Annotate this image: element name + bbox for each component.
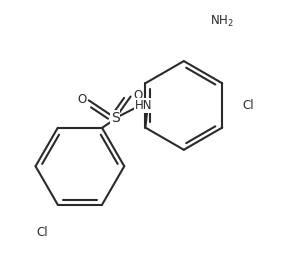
Text: Cl: Cl [37,226,49,239]
Text: O: O [77,92,86,106]
Text: Cl: Cl [242,99,254,112]
Text: NH$_2$: NH$_2$ [210,14,234,29]
Text: S: S [111,111,120,125]
Text: HN: HN [135,99,152,112]
Text: O: O [133,89,142,102]
